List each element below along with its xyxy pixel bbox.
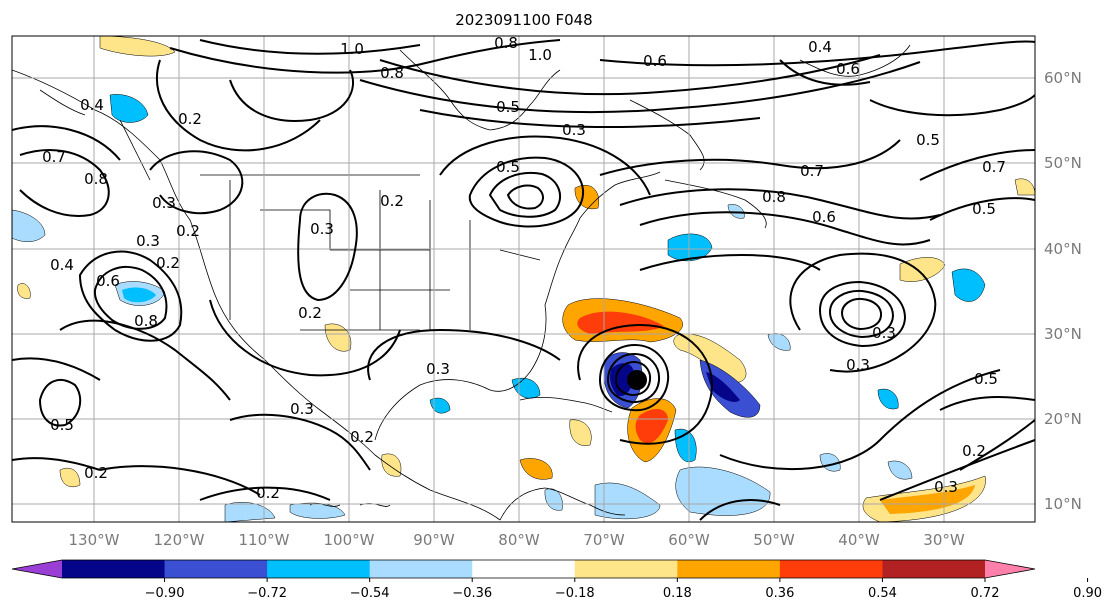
lon-tick-label: 70°W [583,531,625,549]
graticule [12,36,1035,522]
colorbar-tick-label: −0.54 [350,586,390,601]
colorbar-tick-label: −0.18 [555,586,595,601]
contour-label: 0.8 [84,170,108,188]
contour-label: 0.3 [310,220,334,238]
contour-label: 0.3 [934,478,958,496]
latitude-axis: 60°N 50°N 40°N 30°N 20°N 10°N [1044,69,1082,513]
contour-lines [12,39,1035,521]
contour-label: 0.2 [962,442,986,460]
longitude-axis: 130°W 120°W 110°W 100°W 90°W 80°W 70°W 6… [69,531,965,549]
colorbar-tick-label: 0.36 [765,586,794,601]
contour-label: 0.7 [800,162,824,180]
colorbar-segment [779,560,883,578]
colorbar-segment [267,560,371,578]
lat-tick-label: 40°N [1044,240,1082,258]
contour-label: 1.0 [340,40,364,58]
contour-label: 0.2 [256,484,280,502]
contour-label: 0.2 [156,254,180,272]
contour-label: 0.2 [298,304,322,322]
colorbar-tick-label: 0.72 [971,586,1000,601]
contour-label: 1.0 [528,46,552,64]
contour-label: 0.4 [50,256,74,274]
contour-label: 0.3 [562,121,586,139]
lon-tick-label: 60°W [668,531,710,549]
contour-label: 0.3 [152,194,176,212]
colorbar: −0.90 −0.72 −0.54 −0.36 −0.18 0.18 0.36 0.54 0.7… [11,559,1102,601]
lon-tick-label: 90°W [413,531,455,549]
contour-label: 0.8 [494,34,518,52]
colorbar-tick-label: −0.90 [145,586,185,601]
contour-labels: 1.0 0.8 1.0 0.4 0.6 0.8 0.6 0.5 0.3 0.5 … [42,34,1006,502]
colorbar-tick-label: 0.18 [663,586,692,601]
contour-label: 0.2 [178,110,202,128]
colorbar-tick-label: 0.54 [868,586,897,601]
contour-label: 0.3 [136,232,160,250]
lat-tick-label: 30°N [1044,325,1082,343]
contour-label: 0.6 [836,60,860,78]
contour-label: 0.5 [50,416,74,434]
colorbar-segment [574,560,678,578]
map-area: 1.0 0.8 1.0 0.4 0.6 0.8 0.6 0.5 0.3 0.5 … [12,34,1035,522]
lon-tick-label: 80°W [498,531,540,549]
colorbar-tick-label: 0.90 [1073,586,1102,601]
contour-label: 0.5 [916,131,940,149]
contour-label: 0.8 [134,312,158,330]
contour-label: 0.4 [80,96,104,114]
lon-tick-label: 110°W [239,531,290,549]
contour-label: 0.3 [846,356,870,374]
lon-tick-label: 100°W [324,531,375,549]
contour-label: 0.6 [96,272,120,290]
lat-tick-label: 50°N [1044,154,1082,172]
colorbar-tick-label: −0.72 [247,586,287,601]
contour-label: 0.6 [643,52,667,70]
contour-label: 0.2 [380,192,404,210]
contour-label: 0.5 [496,158,520,176]
contour-label: 0.5 [496,98,520,116]
colorbar-extend-low [12,560,62,578]
contour-label: 0.2 [350,428,374,446]
lon-tick-label: 130°W [69,531,120,549]
colorbar-extend-high [985,560,1035,578]
lon-tick-label: 30°W [923,531,965,549]
colorbar-tick-label: −0.36 [452,586,492,601]
lon-tick-label: 40°W [838,531,880,549]
contour-label: 0.3 [290,400,314,418]
contour-label: 0.6 [812,208,836,226]
colorbar-segment [62,560,166,578]
lon-tick-label: 120°W [154,531,205,549]
contour-label: 0.3 [426,360,450,378]
colorbar-segment [472,560,576,578]
contour-label: 0.8 [762,188,786,206]
map-frame [11,35,1036,523]
contour-label: 0.3 [872,324,896,342]
lat-tick-label: 10°N [1044,495,1082,513]
contour-label: 0.2 [176,222,200,240]
contour-label: 0.2 [84,464,108,482]
contour-label: 0.5 [972,200,996,218]
lat-tick-label: 60°N [1044,69,1082,87]
lat-tick-label: 20°N [1044,410,1082,428]
lon-tick-label: 50°W [753,531,795,549]
contour-label: 0.4 [808,38,832,56]
map-title: 2023091100 F048 [455,11,592,29]
contour-label: 0.5 [974,370,998,388]
contour-label: 0.8 [380,64,404,82]
colorbar-segment [882,560,986,578]
contour-label: 0.7 [42,148,66,166]
colorbar-segment [677,560,781,578]
colorbar-segment [164,560,268,578]
colorbar-outline [11,559,1036,579]
colorbar-segment [369,560,473,578]
contour-label: 0.7 [982,158,1006,176]
